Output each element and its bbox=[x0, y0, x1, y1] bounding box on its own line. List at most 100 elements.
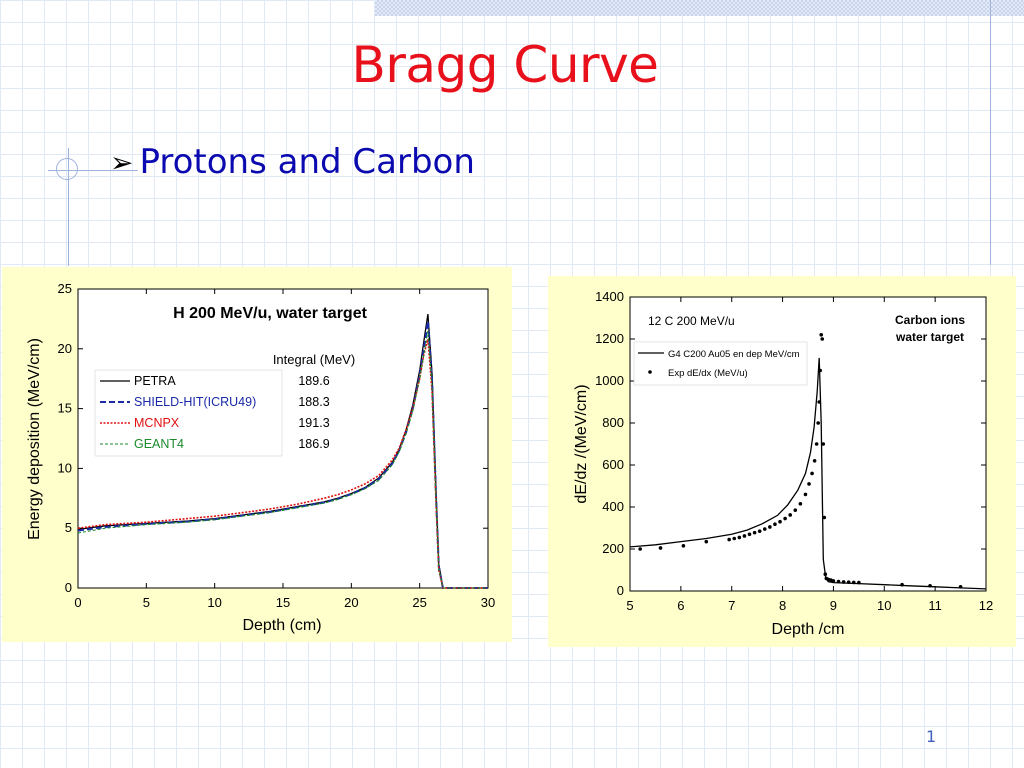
data-point bbox=[928, 584, 932, 588]
data-point bbox=[682, 544, 686, 548]
data-point bbox=[799, 502, 803, 506]
y-tick-label: 25 bbox=[58, 281, 72, 296]
data-point bbox=[815, 442, 819, 446]
legend-marker bbox=[648, 370, 652, 374]
x-axis-label: Depth /cm bbox=[772, 621, 845, 638]
x-tick-label: 30 bbox=[481, 595, 495, 610]
data-point bbox=[704, 540, 708, 544]
data-point bbox=[819, 333, 823, 337]
y-tick-label: 1400 bbox=[595, 289, 624, 304]
x-tick-label: 5 bbox=[626, 598, 633, 613]
data-point bbox=[837, 580, 841, 584]
data-point bbox=[823, 572, 827, 576]
legend-label: G4 C200 Au05 en dep MeV/cm bbox=[668, 349, 800, 360]
y-tick-label: 800 bbox=[602, 415, 624, 430]
top-decorative-band bbox=[375, 0, 1024, 16]
carbon-chart-panel: 0 200 400 600 800 1000 1200 1400 5 6 7 8 9 10 11 12 12… bbox=[548, 276, 1016, 647]
bullet-text: Protons and Carbon bbox=[139, 142, 474, 182]
data-point bbox=[748, 533, 752, 537]
crosshair-circle-icon bbox=[56, 158, 78, 180]
x-tick-label: 12 bbox=[979, 598, 993, 613]
y-tick-label: 1200 bbox=[595, 331, 624, 346]
data-point bbox=[822, 516, 826, 520]
data-point bbox=[818, 369, 822, 373]
data-point bbox=[847, 580, 851, 584]
data-point bbox=[732, 537, 736, 541]
y-tick-label: 10 bbox=[58, 460, 72, 475]
data-point bbox=[783, 517, 787, 521]
slide-title: Bragg Curve bbox=[0, 36, 1010, 94]
data-point bbox=[778, 520, 782, 524]
data-point bbox=[959, 585, 963, 589]
data-point bbox=[753, 531, 757, 535]
y-tick-label: 5 bbox=[65, 520, 72, 535]
legend-label: GEANT4 bbox=[134, 437, 184, 451]
data-point bbox=[763, 527, 767, 531]
x-tick-label: 25 bbox=[412, 595, 426, 610]
data-point bbox=[820, 337, 824, 341]
legend-label: MCNPX bbox=[134, 416, 180, 430]
data-point bbox=[817, 400, 821, 404]
data-point bbox=[821, 442, 825, 446]
annotation-water-target: water target bbox=[895, 330, 964, 344]
annotation-carbon-ions: Carbon ions bbox=[895, 313, 965, 327]
data-point bbox=[659, 546, 663, 550]
legend-box bbox=[95, 370, 282, 456]
proton-bragg-chart: 0 5 10 15 20 25 0 5 10 15 20 25 30 H 200 MeV/u, wat… bbox=[2, 267, 512, 642]
chart-title: 12 C 200 MeV/u bbox=[648, 314, 735, 328]
legend-integral-value: 191.3 bbox=[298, 416, 329, 430]
legend-header: Integral (MeV) bbox=[273, 352, 355, 367]
page-number: 1 bbox=[926, 727, 936, 746]
y-tick-label: 400 bbox=[602, 499, 624, 514]
data-point bbox=[810, 472, 814, 476]
y-tick-label: 15 bbox=[58, 401, 72, 416]
legend-label: SHIELD-HIT(ICRU49) bbox=[134, 395, 256, 409]
arrow-bullet-icon: ➢ bbox=[110, 146, 133, 179]
data-point bbox=[638, 547, 642, 551]
data-point bbox=[832, 579, 836, 583]
data-point bbox=[773, 522, 777, 526]
legend-label: Exp dE/dx (MeV/u) bbox=[668, 368, 748, 379]
data-point bbox=[813, 459, 817, 463]
data-point bbox=[852, 581, 856, 585]
legend-integral-value: 188.3 bbox=[298, 395, 329, 409]
data-point bbox=[900, 583, 904, 587]
data-point bbox=[816, 421, 820, 425]
data-point bbox=[788, 513, 792, 517]
legend-integral-value: 189.6 bbox=[298, 374, 329, 388]
legend-integral-value: 186.9 bbox=[298, 437, 329, 451]
x-tick-label: 7 bbox=[728, 598, 735, 613]
data-point bbox=[793, 508, 797, 512]
x-tick-label: 5 bbox=[143, 595, 150, 610]
data-point bbox=[804, 493, 808, 497]
carbon-bragg-chart: 0 200 400 600 800 1000 1200 1400 5 6 7 8 9 10 11 12 12… bbox=[548, 276, 1016, 647]
x-tick-label: 0 bbox=[74, 595, 81, 610]
y-axis-label: dE/dz /(MeV/cm) bbox=[573, 384, 590, 503]
x-tick-label: 9 bbox=[830, 598, 837, 613]
x-tick-label: 15 bbox=[276, 595, 290, 610]
proton-chart-panel: 0 5 10 15 20 25 0 5 10 15 20 25 30 H 200 MeV/u, wat… bbox=[2, 267, 512, 642]
data-point bbox=[758, 529, 762, 533]
legend-label: PETRA bbox=[134, 374, 176, 388]
y-tick-label: 600 bbox=[602, 457, 624, 472]
data-point bbox=[857, 581, 861, 585]
data-point bbox=[768, 525, 772, 529]
y-tick-label: 1000 bbox=[595, 373, 624, 388]
data-point bbox=[727, 538, 731, 542]
x-tick-label: 10 bbox=[207, 595, 221, 610]
y-tick-label: 0 bbox=[65, 580, 72, 595]
x-tick-label: 10 bbox=[877, 598, 891, 613]
data-point bbox=[807, 482, 811, 486]
x-tick-label: 6 bbox=[677, 598, 684, 613]
chart-title: H 200 MeV/u, water target bbox=[173, 305, 368, 322]
data-point bbox=[743, 534, 747, 538]
x-axis-label: Depth (cm) bbox=[242, 617, 321, 634]
data-point bbox=[842, 580, 846, 584]
y-axis-label: Energy deposition (MeV/cm) bbox=[26, 338, 43, 540]
y-tick-label: 200 bbox=[602, 541, 624, 556]
y-tick-label: 20 bbox=[58, 341, 72, 356]
x-tick-label: 11 bbox=[928, 598, 942, 613]
x-tick-label: 20 bbox=[344, 595, 358, 610]
data-point bbox=[738, 536, 742, 540]
bullet-item: ➢ Protons and Carbon bbox=[110, 142, 475, 182]
